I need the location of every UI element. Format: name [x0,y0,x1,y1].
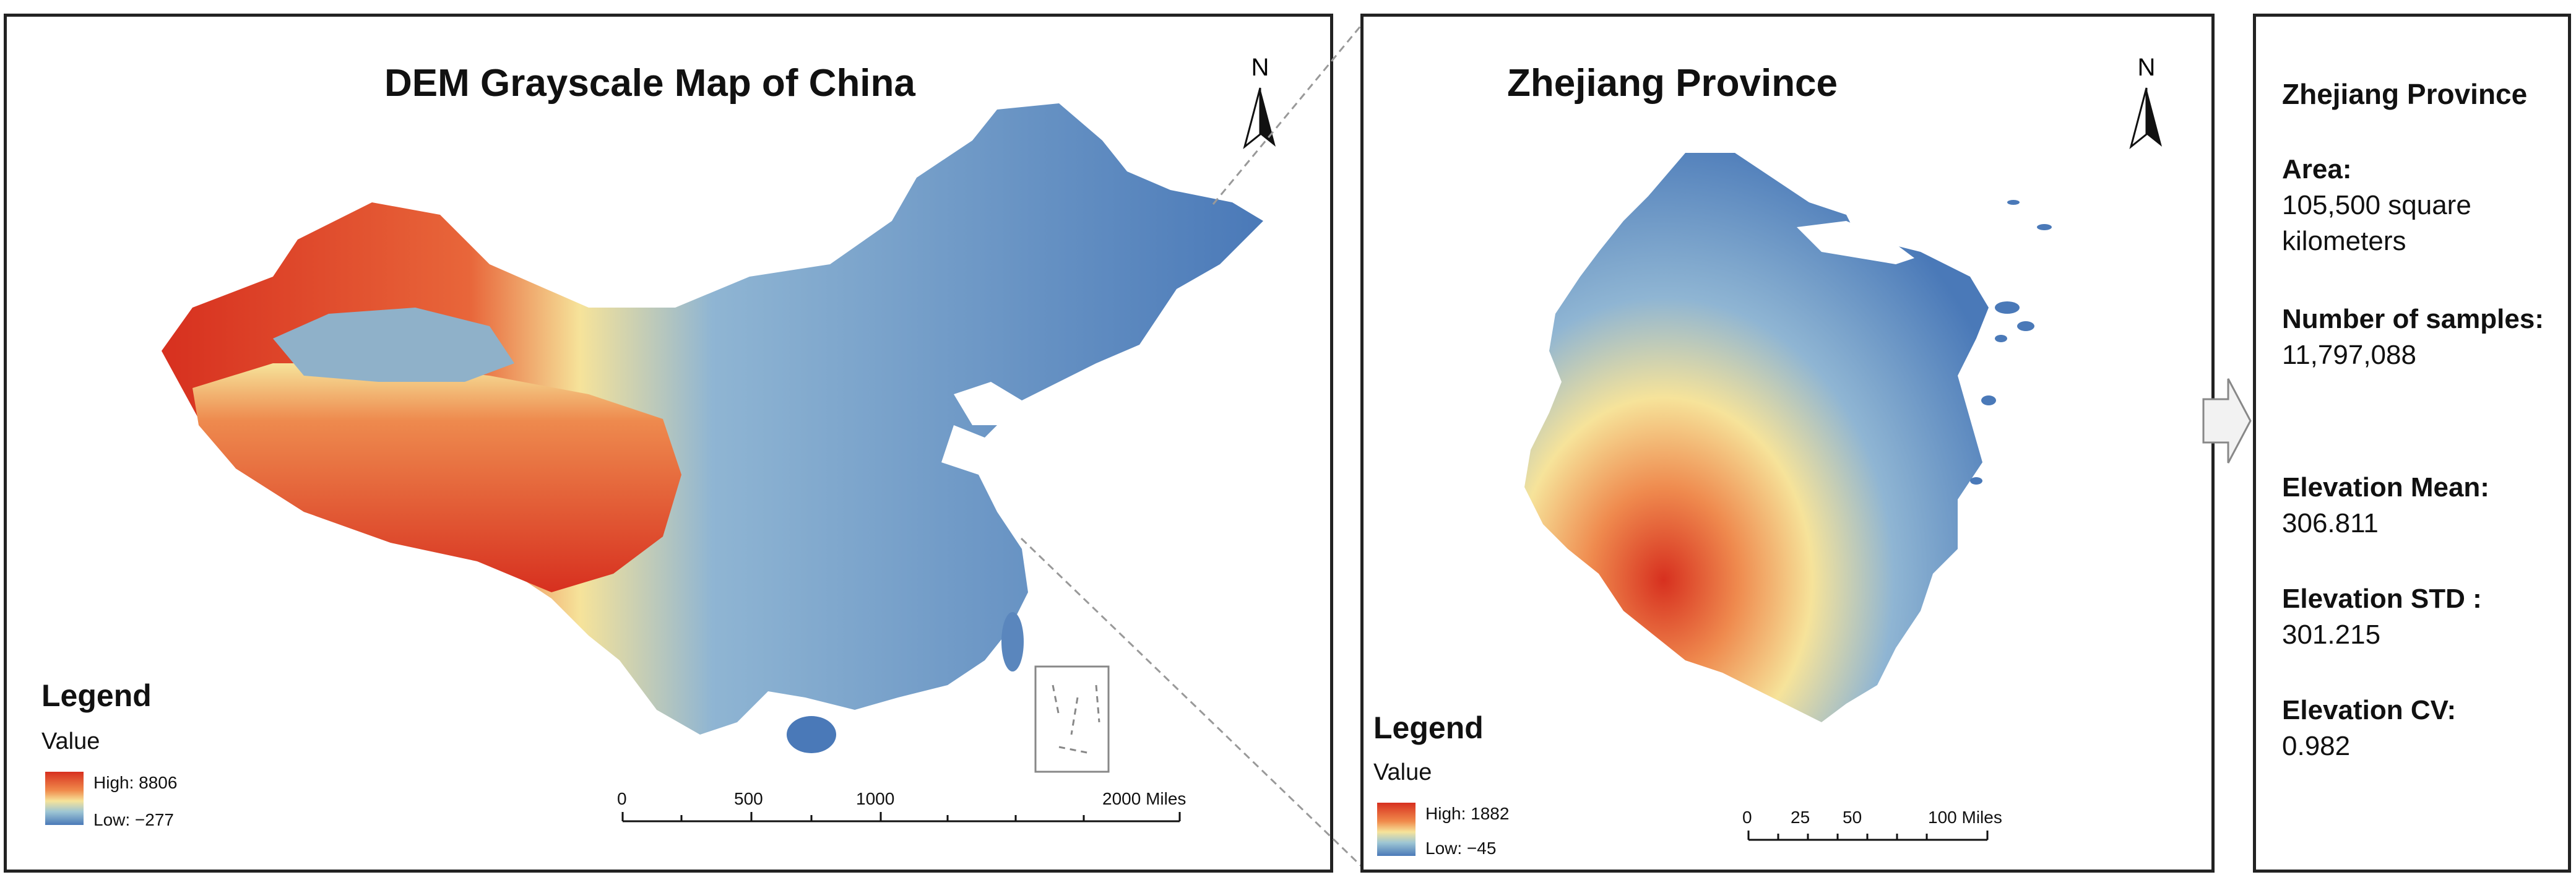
zhoushan-islands-shape [1970,200,2052,485]
info-label: Elevation Mean: [2282,472,2489,503]
zhejiang-north-arrow-icon [2129,87,2162,150]
info-label: Elevation STD : [2282,584,2482,614]
zhejiang-map-title: Zhejiang Province [1507,62,1838,105]
zhejiang-scale-label: 25 [1791,808,1810,827]
zhejiang-north-label: N [2138,54,2156,81]
china-scale-bar [621,812,1181,822]
south-china-sea-inset [1034,665,1110,773]
info-value: 105,500 square kilometers [2282,190,2471,256]
china-legend-high: High: 8806 [93,773,178,792]
bohai-sea-shape [954,382,1022,425]
zhejiang-scale-bar [1747,831,1989,841]
info-label: Number of samples: [2282,304,2544,334]
china-scale-label: 2000 Miles [1102,789,1186,808]
info-panel: Zhejiang Province Area: 105,500 square k… [2253,14,2571,873]
china-north-arrow-icon [1243,87,1276,150]
china-scale-label: 500 [734,789,763,808]
zhejiang-province-shape [1524,153,1989,722]
china-map-canvas: N [45,54,1276,825]
zhejiang-legend-title: Legend [1373,710,1484,745]
zhejiang-legend-high: High: 1882 [1425,804,1510,823]
info-item-mean: Elevation Mean: 306.811 [2282,470,2567,542]
zhejiang-scale-label: 100 Miles [1928,808,2002,827]
china-north-label: N [1251,54,1269,81]
info-value: 301.215 [2282,620,2381,650]
zhejiang-legend-field: Value [1373,759,1432,785]
taiwan-island-shape [1001,612,1024,671]
china-scale-label: 1000 [856,789,895,808]
hainan-island-shape [787,716,836,753]
info-item-std: Elevation STD : 301.215 [2282,581,2567,653]
zhejiang-map-panel: Zhejiang Province [1360,14,2215,873]
info-item-area: Area: 105,500 square kilometers [2282,152,2554,259]
zhejiang-scale-label: 0 [1742,808,1752,827]
china-map-panel: DEM Grayscale Map of China [4,14,1333,873]
zhejiang-map-canvas: N [1377,54,2162,856]
zhejiang-scale-label: 50 [1843,808,1862,827]
china-mainland-shape [162,103,1263,735]
info-title: Zhejiang Province [2282,78,2528,110]
info-value: 0.982 [2282,731,2351,761]
info-value: 11,797,088 [2282,340,2416,370]
china-legend-field: Value [41,728,100,754]
info-label: Elevation CV: [2282,695,2457,725]
info-item-samples: Number of samples: 11,797,088 [2282,301,2554,373]
china-legend-low: Low: −277 [93,810,174,829]
china-scale-label: 0 [617,789,627,808]
zhejiang-legend-low: Low: −45 [1425,839,1497,858]
tarim-basin-shape [273,308,514,382]
info-value: 306.811 [2282,508,2379,538]
hangzhou-bay-shape [1797,221,1914,264]
tibet-plateau-shape [192,363,681,592]
info-label: Area: [2282,154,2352,184]
china-map-title: DEM Grayscale Map of China [384,62,915,105]
china-legend-title: Legend [41,678,152,713]
info-item-cv: Elevation CV: 0.982 [2282,693,2567,764]
